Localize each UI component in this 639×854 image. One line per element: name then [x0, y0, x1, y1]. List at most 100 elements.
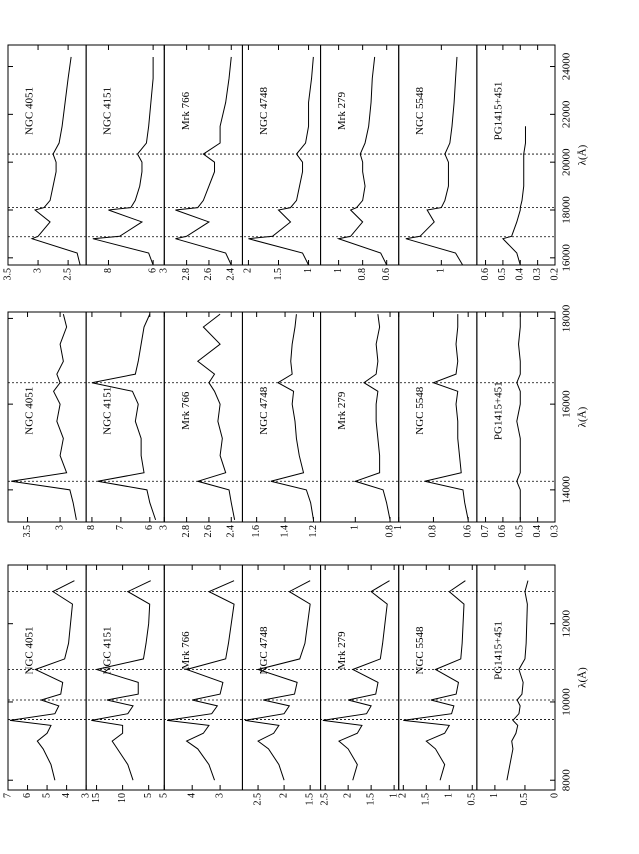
y-tick-label: 3 [214, 793, 225, 798]
object-name: PG1415+451 [492, 381, 504, 440]
y-tick-label: 6 [22, 793, 33, 798]
y-tick-label: 0.5 [515, 525, 526, 538]
y-tick-label: 0 [549, 793, 560, 798]
object-name: Mrk 766 [180, 631, 192, 670]
object-name: NGC 4748 [258, 386, 270, 434]
spectrum-line [195, 313, 236, 520]
y-tick-label: 0.8 [428, 525, 439, 538]
y-tick-label: 1 [393, 525, 404, 530]
y-tick-label: 1.5 [365, 793, 376, 806]
y-tick-label: 15 [91, 793, 102, 803]
x-tick-label: 18000 [561, 196, 573, 224]
object-name: NGC 5548 [414, 87, 426, 135]
y-tick-label: 4 [61, 793, 72, 798]
y-tick-label: 1.6 [251, 525, 262, 538]
spectrum-line [11, 314, 77, 520]
y-tick-label: 2 [398, 793, 409, 798]
y-tick-label: 5 [41, 793, 52, 798]
object-name: Mrk 279 [336, 631, 348, 670]
object-name: PG1415+451 [492, 82, 504, 141]
y-tick-label: 5 [143, 793, 154, 798]
strip-frame [476, 311, 556, 523]
x-tick-label: 16000 [561, 390, 573, 418]
y-tick-label: 0.6 [462, 525, 473, 538]
y-tick-label: 3 [80, 793, 91, 798]
y-tick-label: 2.8 [181, 268, 192, 281]
y-tick-label: 1 [350, 525, 361, 530]
object-name: NGC 4748 [258, 626, 270, 674]
y-tick-label: 6 [144, 525, 155, 530]
x-tick-label: 18000 [561, 304, 573, 332]
y-tick-label: 0.5 [519, 793, 530, 806]
spectrum-line [270, 314, 314, 520]
strip-frame [476, 44, 556, 266]
y-tick-label: 0.6 [497, 525, 508, 538]
object-name: NGC 5548 [414, 626, 426, 674]
y-tick-label: 8 [103, 268, 114, 273]
y-tick-label: 7 [2, 793, 13, 798]
spectrum-line [516, 314, 521, 520]
spectrum-line [175, 56, 232, 266]
y-tick-label: 0.4 [532, 525, 543, 538]
y-tick-label: 2 [278, 793, 289, 798]
y-tick-label: 0.5 [467, 793, 478, 806]
y-tick-label: 2 [243, 268, 254, 273]
y-tick-label: 2.5 [62, 268, 73, 281]
y-tick-label: 0.8 [357, 268, 368, 281]
object-name: NGC 4151 [102, 387, 114, 435]
spectrum-line [501, 126, 526, 266]
y-tick-label: 1.5 [273, 268, 284, 281]
object-name: NGC 4051 [24, 627, 36, 675]
y-tick-label: 1 [333, 268, 344, 273]
x-tick-label: 22000 [561, 100, 573, 128]
y-tick-label: 10 [117, 793, 128, 803]
y-tick-label: 5 [159, 793, 170, 798]
y-tick-label: 2.4 [226, 268, 237, 281]
y-tick-label: 0.3 [532, 268, 543, 281]
y-tick-label: 1.2 [308, 525, 319, 538]
y-tick-label: 0.5 [497, 268, 508, 281]
y-tick-label: 2.6 [203, 525, 214, 538]
y-tick-label: 4 [186, 793, 197, 798]
spectrum-line [91, 580, 151, 781]
spectrum-line [405, 56, 464, 266]
y-tick-label: 1 [303, 268, 314, 273]
y-tick-label: 0.4 [515, 268, 526, 281]
x-tick-label: 10000 [561, 688, 573, 716]
x-tick-label: 20000 [561, 148, 573, 176]
y-tick-label: 0.3 [549, 525, 560, 538]
y-tick-label: 1.5 [421, 793, 432, 806]
x-axis-label: λ(Å) [577, 406, 589, 427]
x-tick-label: 16000 [561, 244, 573, 272]
object-name: NGC 4151 [102, 627, 114, 675]
y-tick-label: 1.4 [279, 525, 290, 538]
object-name: Mrk 279 [336, 91, 348, 130]
object-name: Mrk 766 [180, 91, 192, 130]
y-tick-label: 1.5 [304, 793, 315, 806]
y-tick-label: 0.8 [384, 525, 395, 538]
spectrum-line [244, 580, 311, 781]
spectrum-line [424, 314, 469, 520]
y-tick-label: 6 [147, 268, 158, 273]
y-tick-label: 3 [159, 525, 170, 530]
x-tick-label: 8000 [561, 769, 573, 792]
object-name: NGC 4151 [102, 87, 114, 135]
object-name: Mrk 279 [336, 391, 348, 430]
object-name: NGC 4051 [24, 387, 36, 435]
object-name: NGC 4051 [24, 87, 36, 135]
x-axis-label: λ(Å) [577, 667, 589, 688]
y-tick-label: 0.2 [549, 268, 560, 281]
x-tick-label: 12000 [561, 609, 573, 637]
y-tick-label: 3 [159, 268, 170, 273]
y-tick-label: 8 [86, 525, 97, 530]
y-tick-label: 2.6 [203, 268, 214, 281]
x-axis-label: λ(Å) [577, 144, 589, 165]
strip-frame [476, 564, 556, 791]
y-tick-label: 2.4 [226, 525, 237, 538]
spectrum-line [403, 580, 466, 781]
y-tick-label: 3 [54, 525, 65, 530]
object-name: PG1415+451 [492, 621, 504, 680]
y-tick-label: 7 [115, 525, 126, 530]
